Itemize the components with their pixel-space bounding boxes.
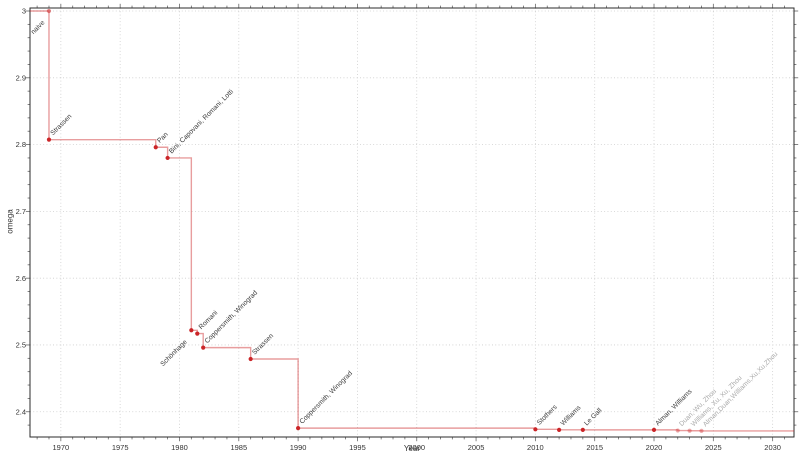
point-label: Williams	[560, 404, 583, 427]
data-point	[46, 8, 52, 14]
data-point	[248, 356, 253, 362]
data-point	[580, 427, 585, 432]
x-axis-label: Year	[403, 444, 421, 453]
point-label: Stothers	[536, 403, 559, 426]
data-point	[687, 428, 692, 433]
data-point	[296, 426, 301, 431]
plot-border	[29, 7, 795, 438]
y-tick-label: 2.8	[16, 140, 26, 149]
x-tick-label: 2010	[527, 443, 544, 452]
y-tick-label: 3	[22, 7, 26, 16]
x-tick-label: 2030	[764, 443, 781, 452]
y-tick-label: 2.5	[16, 341, 26, 350]
x-tick-label: 2020	[646, 443, 663, 452]
point-label: Le Gall	[583, 407, 604, 428]
x-tick-label: 1985	[230, 443, 247, 452]
point-label: naive	[30, 19, 47, 36]
y-tick-label: 2.6	[16, 274, 26, 283]
point-label: Strassen	[251, 332, 275, 356]
point-label: Schönhage	[159, 339, 188, 368]
data-point	[46, 137, 52, 142]
point-label: Pan	[156, 131, 170, 145]
x-tick-label: 2015	[586, 443, 603, 452]
axis-ticks	[25, 3, 799, 442]
x-tick-label: 1970	[53, 443, 70, 452]
gridlines	[30, 8, 794, 437]
data-point	[189, 328, 194, 333]
data-point	[557, 427, 562, 432]
x-tick-label: 2005	[468, 443, 485, 452]
point-label: Strassen	[49, 113, 73, 137]
tick-labels: 1970 1975 1980 1985 1990 1995 2000 2005 2010 2015…	[16, 7, 781, 452]
point-label: Coppersmith, Winograd	[299, 370, 355, 426]
x-tick-label: 1975	[112, 443, 129, 452]
data-point	[195, 331, 200, 336]
x-tick-label: 1995	[349, 443, 366, 452]
y-tick-label: 2.7	[16, 207, 26, 216]
data-point	[165, 155, 170, 161]
x-tick-label: 2025	[705, 443, 722, 452]
y-tick-label: 2.9	[16, 73, 26, 82]
data-points	[46, 8, 704, 433]
y-tick-label: 2.4	[16, 407, 26, 416]
step-line	[30, 10, 794, 432]
x-tick-label: 1990	[290, 443, 307, 452]
data-point	[651, 427, 657, 432]
point-label: Bini, Capovani, Romani, Lotti	[168, 88, 235, 155]
point-label: Williams, Xu, Xu, Zhou	[690, 374, 744, 428]
x-tick-label: 2000	[408, 443, 425, 452]
data-point	[675, 428, 680, 433]
data-point	[201, 345, 206, 350]
data-point	[699, 428, 704, 433]
y-axis-label: omega	[5, 209, 15, 234]
data-point	[153, 145, 158, 150]
x-tick-label: 1980	[171, 443, 188, 452]
data-point	[533, 427, 538, 432]
